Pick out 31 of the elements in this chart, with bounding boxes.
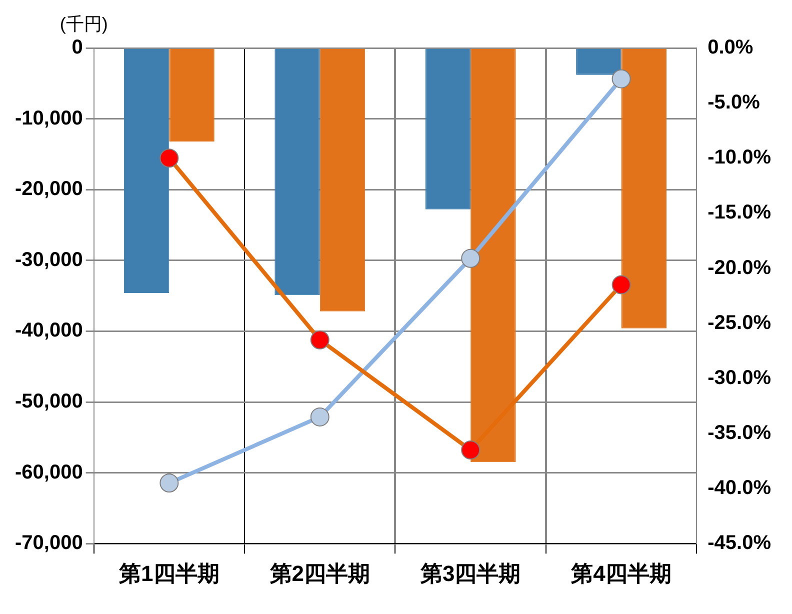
point (310, 330, 330, 350)
y2-tick-label: -45.0% (708, 532, 772, 554)
point (160, 148, 179, 168)
point (310, 407, 330, 426)
y-tick-label: -10,000 (14, 107, 83, 130)
point (612, 275, 631, 294)
x-tick-label: 第4四半期 (570, 560, 672, 586)
y-tick-label: -20,000 (14, 178, 83, 200)
x-tick-label: 第1四半期 (118, 560, 220, 586)
y2-tick-label: -25.0% (708, 312, 772, 334)
point (612, 69, 631, 88)
y-tick-label: -30,000 (14, 248, 83, 271)
y2-tick-label: -15.0% (708, 202, 772, 224)
y-tick-label: -70,000 (14, 532, 83, 554)
y2-tick-label: -35.0% (708, 422, 772, 444)
point (160, 474, 179, 493)
point (461, 440, 480, 460)
y-tick-label: -50,000 (14, 390, 83, 413)
y2-tick-label: -20.0% (708, 256, 772, 279)
y-axis-title: (千円) (60, 14, 108, 34)
y2-tick-label: -5.0% (708, 92, 760, 114)
x-tick-label: 第2四半期 (268, 560, 370, 586)
y2-tick-label: -10.0% (708, 146, 772, 169)
y-tick-label: -60,000 (14, 461, 83, 484)
point (461, 248, 480, 268)
x-tick-label: 第3四半期 (419, 560, 521, 586)
y-tick-label: 0 (72, 36, 83, 59)
y-tick-label: -40,000 (14, 320, 83, 342)
y2-tick-label: 0.0% (708, 36, 754, 59)
y2-tick-label: -40.0% (708, 477, 772, 500)
y2-tick-label: -30.0% (708, 366, 772, 389)
